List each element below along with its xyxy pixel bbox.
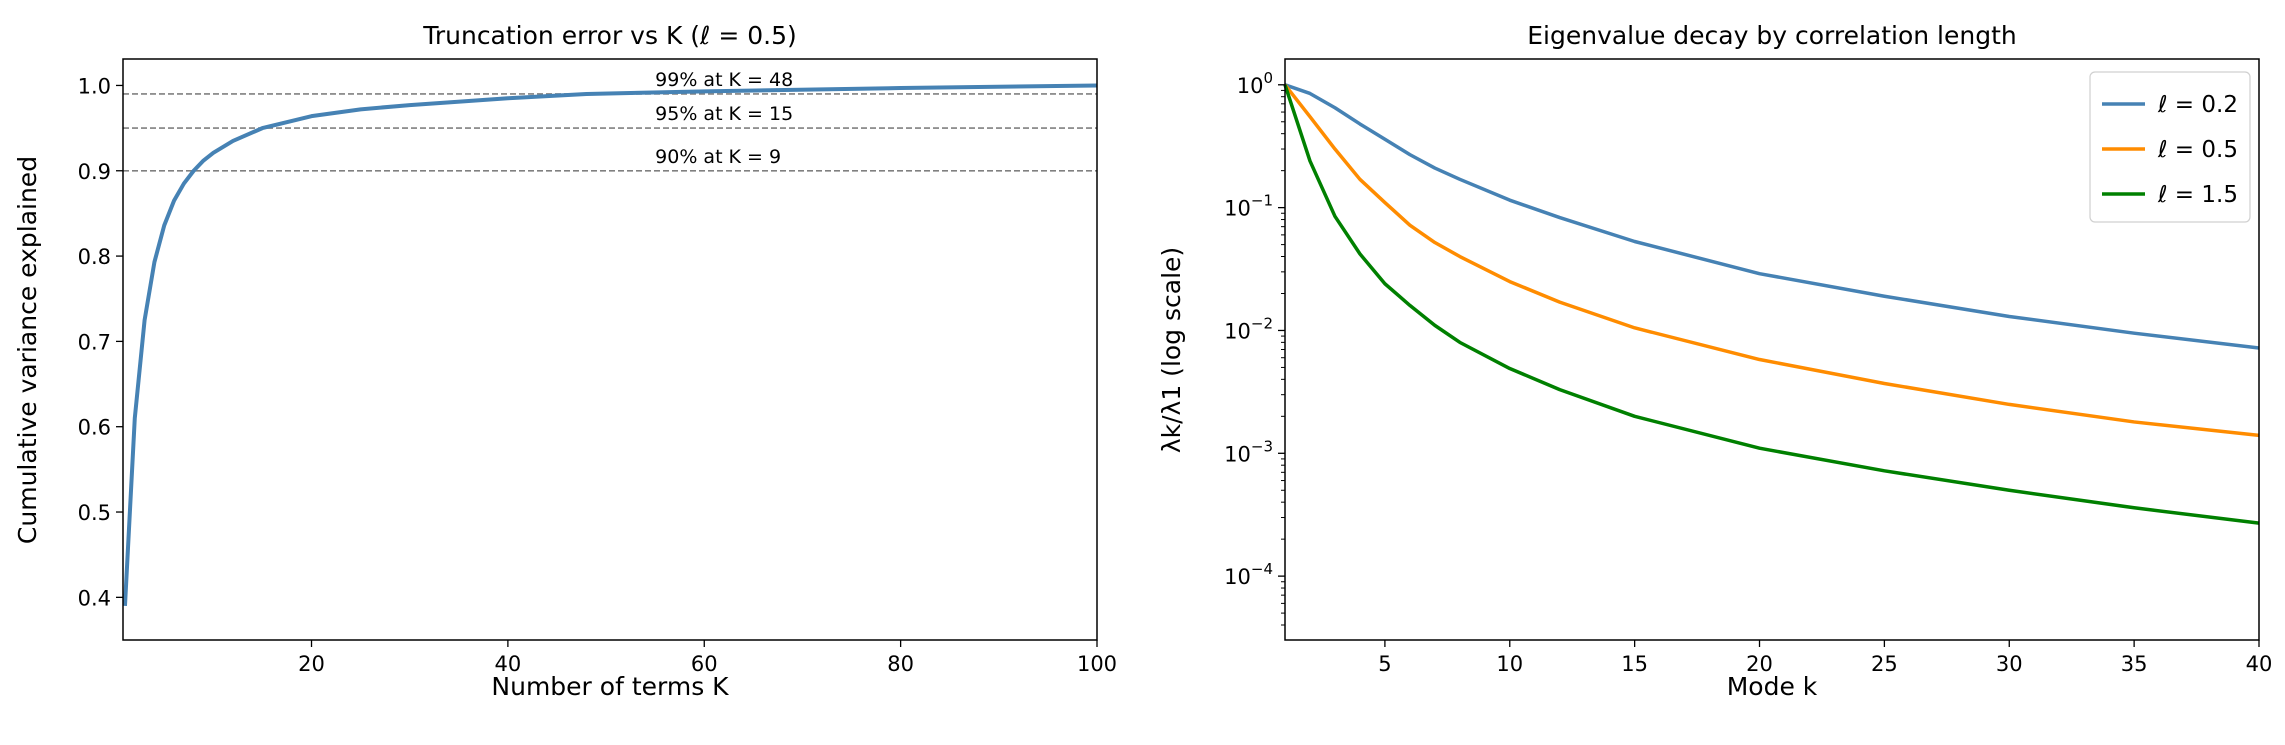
series-line-cumulative-variance	[122, 83, 1098, 606]
x-tick-label: 10	[1496, 652, 1523, 676]
y-tick-label: 10−4	[1224, 560, 1273, 589]
right-chart-xlabel: Mode k	[1727, 672, 1818, 701]
y-tick-label: 10−3	[1224, 437, 1273, 466]
threshold-annotation-1: 95% at K = 15	[655, 103, 793, 125]
y-tick-label: 0.9	[78, 160, 111, 184]
x-tick-label: 35	[2121, 652, 2148, 676]
left-chart-title: Truncation error vs K (ℓ = 0.5)	[422, 21, 796, 50]
y-tick-label: 100	[1237, 69, 1273, 98]
x-tick-label: 80	[887, 652, 914, 676]
left-chart-frame	[122, 58, 1098, 641]
y-tick-label: 0.8	[78, 245, 111, 269]
y-tick-label: 1.0	[78, 74, 111, 98]
x-tick-label: 100	[1077, 652, 1117, 676]
x-tick-label: 30	[1996, 652, 2023, 676]
series-line-1	[1283, 83, 2260, 438]
x-tick-label: 20	[1746, 652, 1773, 676]
series-line-2	[1283, 84, 2260, 525]
legend: ℓ = 0.2 ℓ = 0.5 ℓ = 1.5	[2089, 71, 2251, 223]
y-tick-label: 0.7	[78, 330, 111, 354]
series-line-0	[1284, 83, 2260, 350]
left-chart-ylabel: Cumulative variance explained	[13, 156, 42, 544]
threshold-annotation-2: 90% at K = 9	[655, 146, 781, 168]
y-tick-label: 0.6	[78, 416, 111, 440]
legend-label-1: ℓ = 0.5	[2157, 137, 2238, 163]
y-tick-label: 0.5	[78, 501, 111, 525]
y-tick-label: 10−1	[1224, 192, 1273, 221]
legend-label-0: ℓ = 0.2	[2157, 92, 2238, 118]
right-chart-eigenvalue-decay: Eigenvalue decay by correlation length M…	[1157, 21, 2272, 701]
x-tick-label: 25	[1871, 652, 1898, 676]
left-chart-xlabel: Number of terms K	[491, 672, 729, 701]
x-tick-label: 5	[1378, 652, 1391, 676]
x-tick-label: 40	[495, 652, 522, 676]
left-chart-truncation-error: Truncation error vs K (ℓ = 0.5) Number o…	[13, 21, 1117, 701]
y-tick-label: 0.4	[78, 586, 111, 610]
x-tick-label: 15	[1621, 652, 1648, 676]
right-chart-title: Eigenvalue decay by correlation length	[1527, 21, 2017, 50]
x-tick-label: 60	[691, 652, 718, 676]
x-tick-label: 40	[2246, 652, 2273, 676]
legend-label-2: ℓ = 1.5	[2157, 182, 2238, 208]
right-chart-ylabel: λk/λ1 (log scale)	[1157, 247, 1186, 453]
threshold-annotation-0: 99% at K = 48	[655, 69, 793, 91]
x-tick-label: 20	[298, 652, 325, 676]
y-tick-label: 10−2	[1224, 314, 1273, 343]
legend-box	[2089, 71, 2251, 223]
